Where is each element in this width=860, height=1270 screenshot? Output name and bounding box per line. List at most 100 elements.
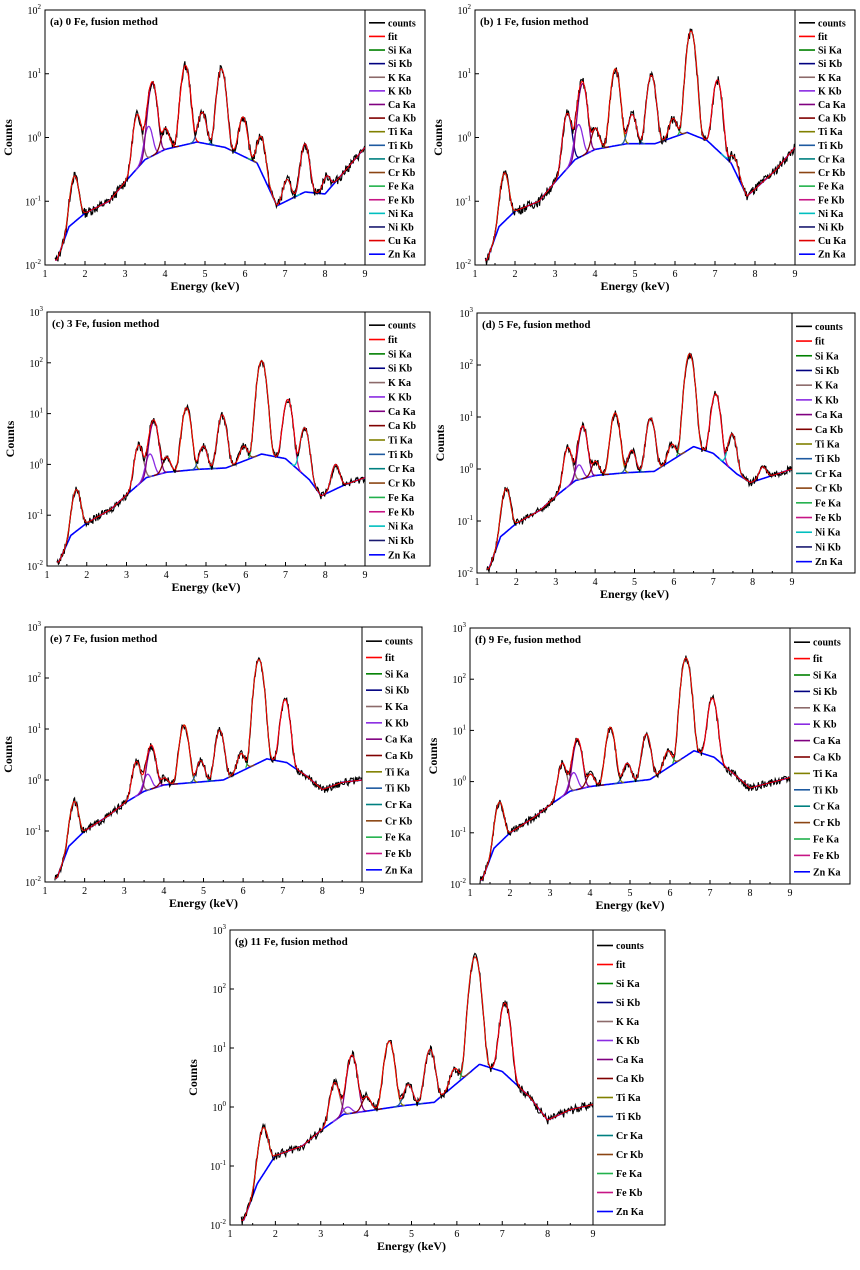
peak-ca-ka [568, 82, 596, 167]
x-tick-label: 3 [124, 570, 129, 581]
legend-entry: counts [616, 941, 644, 952]
counts-curve [56, 359, 365, 566]
y-tick-label: 100 [28, 131, 42, 145]
x-tick-label: 5 [204, 570, 209, 581]
x-tick-label: 3 [122, 886, 127, 897]
peak-cr-ka [415, 1048, 446, 1105]
legend-entry: Fe Ka [815, 498, 841, 509]
chart-panel-6: 1 2 3 4 5 6 7 8 9 10-2 10-1 100 101 102 103 Energy (keV… [426, 621, 851, 912]
plot-area [484, 28, 795, 265]
legend-entry: Fe Kb [815, 513, 842, 524]
x-tick-label: 2 [83, 269, 88, 280]
legend-entry: fit [388, 32, 398, 43]
legend-entry: Ca Kb [813, 753, 842, 764]
x-tick-label: 1 [228, 1229, 233, 1240]
legend-entry: Si Kb [818, 59, 843, 70]
legend-entry: Ti Kb [818, 141, 844, 152]
x-tick-label: 6 [241, 886, 246, 897]
legend-entry: Si Kb [388, 59, 413, 70]
x-tick-label: 8 [753, 269, 758, 280]
legend-entry: fit [388, 335, 398, 346]
plot-area [479, 655, 790, 884]
legend-entry: K Ka [388, 378, 411, 389]
legend-entry: Cr Ka [388, 154, 415, 165]
peak-fe-ka [459, 956, 491, 1080]
y-tick-label: 102 [460, 358, 474, 372]
x-tick-label: 2 [273, 1229, 278, 1240]
legend-entry: Cr Ka [815, 469, 842, 480]
peak-fe-ka [675, 352, 704, 457]
legend-entry: Si Ka [616, 979, 640, 990]
x-tick-label: 8 [545, 1229, 550, 1240]
legend-entry: Ti Kb [815, 454, 841, 465]
fit-curve [55, 64, 365, 261]
legend-entry: Ti Kb [388, 141, 414, 152]
x-tick-label: 7 [283, 570, 288, 581]
x-tick-label: 4 [593, 269, 598, 280]
counts-curve [486, 352, 792, 573]
x-tick-label: 1 [43, 886, 48, 897]
y-tick-label: 10-2 [25, 258, 41, 272]
counts-curve [54, 61, 365, 262]
legend-entry: Ni Kb [815, 542, 841, 553]
legend-entry: Si Kb [813, 687, 838, 698]
legend-entry: Cr Ka [818, 154, 845, 165]
legend-entry: fit [385, 653, 395, 664]
legend-entry: Fe Kb [388, 507, 415, 518]
x-tick-label: 4 [163, 269, 168, 280]
legend-entry: Cr Kb [616, 1150, 644, 1161]
y-tick-label: 10-2 [25, 875, 41, 889]
y-tick-label: 103 [28, 620, 42, 634]
y-tick-label: 102 [30, 356, 44, 370]
y-tick-label: 103 [453, 621, 467, 635]
y-tick-label: 101 [28, 67, 42, 81]
legend-entry: Cu Ka [818, 236, 846, 247]
chart-panel-2: 1 2 3 4 5 6 7 8 9 10-2 10-1 100 101 102 Energy (keV) Co… [431, 3, 856, 293]
y-tick-label: 101 [460, 410, 474, 424]
legend-entry: Zn Ka [616, 1207, 644, 1218]
legend-entry: Ca Kb [385, 751, 414, 762]
y-tick-label: 100 [213, 1100, 227, 1114]
legend-entry: fit [815, 337, 825, 348]
legend-entry: counts [388, 321, 416, 332]
chart-title: (d) 5 Fe, fusion method [482, 319, 590, 331]
plot-frame [476, 312, 793, 574]
legend-entry: Ca Kb [388, 114, 417, 125]
x-tick-label: 6 [668, 888, 673, 899]
chart-title: (g) 11 Fe, fusion method [235, 936, 348, 948]
y-tick-label: 10-1 [27, 508, 43, 522]
legend-entry: Si Ka [388, 46, 412, 57]
legend-entry: Fe Ka [385, 833, 411, 844]
legend-entry: Fe Ka [388, 182, 414, 193]
legend-entry: Ca Ka [385, 735, 413, 746]
counts-curve [479, 655, 790, 884]
y-tick-label: 10-2 [455, 258, 471, 272]
legend-entry: K Ka [616, 1017, 639, 1028]
chart-panel-7: 1 2 3 4 5 6 7 8 9 10-2 10-1 100 101 102 103 Energy (keV… [186, 923, 666, 1253]
background-curve [241, 1063, 593, 1222]
legend-entry: K Kb [818, 86, 842, 97]
x-tick-label: 8 [320, 886, 325, 897]
peak-fe-ka [247, 359, 276, 459]
x-tick-label: 1 [468, 888, 473, 899]
legend-entry: Cr Ka [388, 464, 415, 475]
x-tick-label: 2 [84, 570, 89, 581]
x-tick-label: 4 [588, 888, 593, 899]
x-axis-label: Energy (keV) [596, 898, 665, 912]
legend-entry: Zn Ka [818, 250, 846, 261]
plot-area [240, 952, 593, 1225]
x-tick-label: 6 [673, 269, 678, 280]
y-tick-label: 103 [460, 306, 474, 320]
legend-entry: Ti Ka [388, 127, 413, 138]
y-tick-label: 100 [460, 462, 474, 476]
fit-curve [485, 30, 795, 261]
legend-box [789, 627, 851, 885]
y-axis-label: Counts [1, 119, 15, 156]
legend-entry: Cr Kb [388, 168, 416, 179]
y-tick-label: 10-1 [25, 194, 41, 208]
peak-k-kb [560, 771, 588, 799]
fit-curve [486, 353, 792, 570]
y-tick-label: 101 [458, 67, 472, 81]
y-tick-label: 10-2 [210, 1218, 226, 1232]
